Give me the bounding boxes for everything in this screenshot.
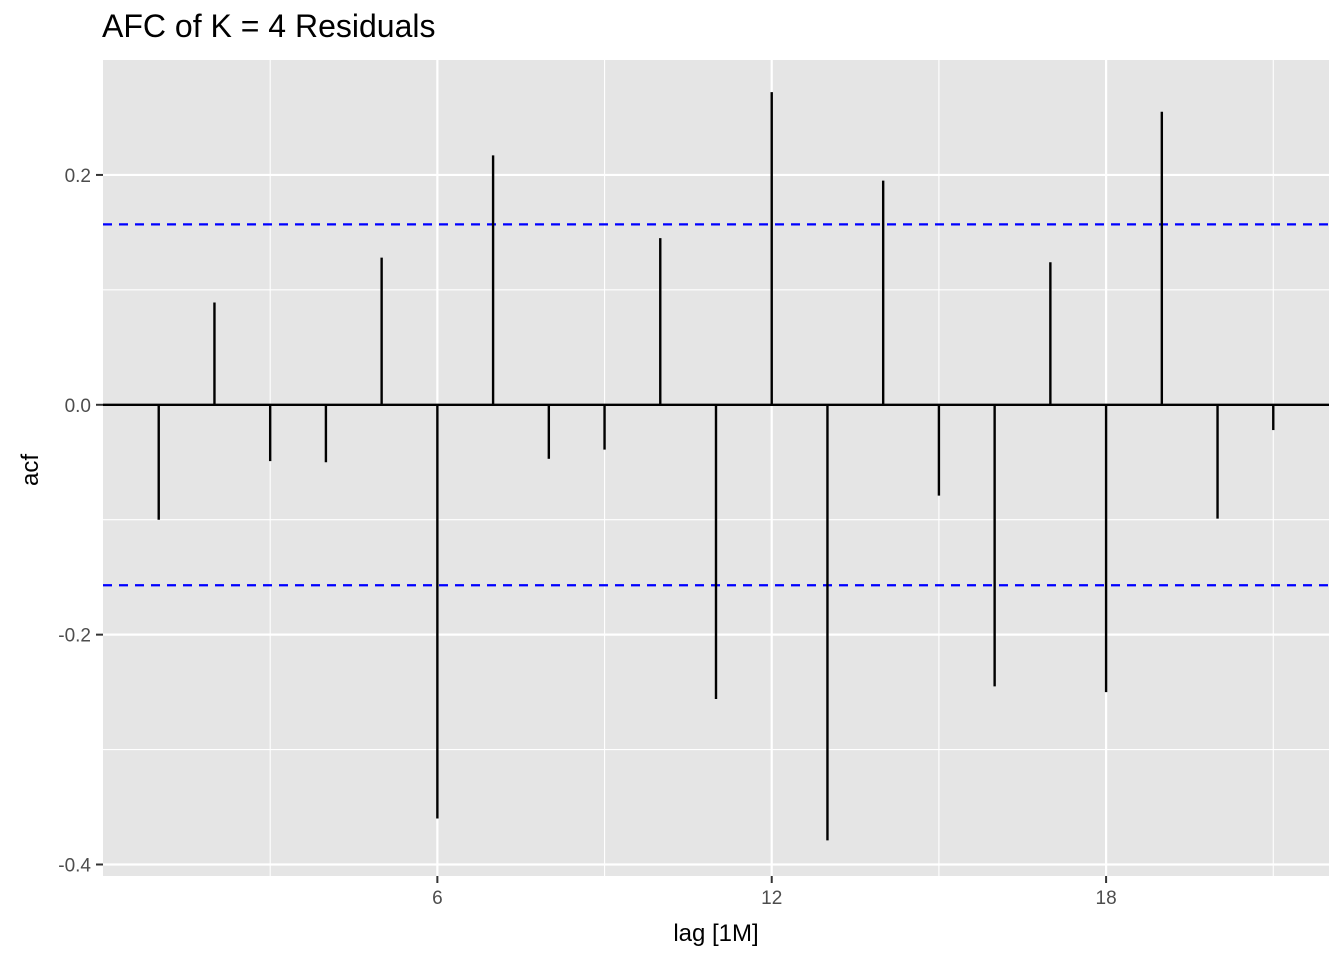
y-tick-label: -0.4 xyxy=(58,856,91,877)
x-tick-label: 18 xyxy=(1096,888,1117,909)
y-tick-label: 0.2 xyxy=(65,166,91,187)
y-axis-label: acf xyxy=(17,454,44,486)
y-tick-label: -0.2 xyxy=(58,626,91,647)
axis-ticks xyxy=(96,173,1108,883)
x-tick-label: 6 xyxy=(432,888,443,909)
tick-labels: 0.2 0.0 -0.2 -0.4 6 12 18 xyxy=(58,166,1116,909)
acf-bars xyxy=(103,92,1329,841)
chart-title: AFC of K = 4 Residuals xyxy=(102,8,436,44)
x-axis-label: lag [1M] xyxy=(673,920,758,947)
x-tick-label: 12 xyxy=(761,888,782,909)
y-tick-label: 0.0 xyxy=(65,396,91,417)
